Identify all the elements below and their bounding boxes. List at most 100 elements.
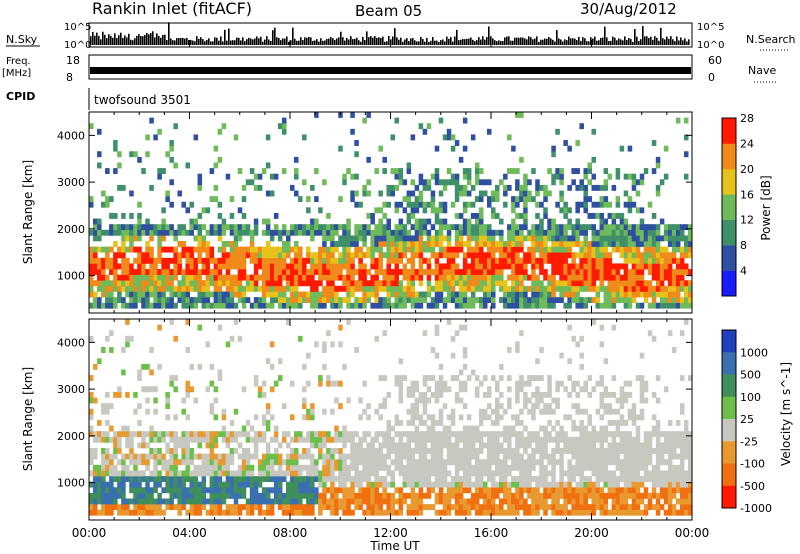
heatmap-cell [306,269,311,275]
heatmap-cell [414,291,420,298]
heatmap-cell [651,291,657,298]
heatmap-cell [213,274,219,281]
heatmap-cell [507,487,512,494]
nsky-bar [102,31,104,45]
heatmap-cell [117,436,122,443]
heatmap-cell [350,269,355,275]
heatmap-cell [197,280,203,287]
heatmap-cell [294,229,299,236]
nsky-bar [256,36,258,45]
heatmap-cell [515,291,520,298]
heatmap-cell [551,459,556,466]
heatmap-cell [571,436,576,443]
heatmap-cell [478,190,484,197]
heatmap-cell [643,476,649,482]
heatmap-cell [181,224,186,231]
heatmap-cell [137,403,142,410]
heatmap-cell [165,403,170,410]
heatmap-cell [599,263,605,270]
heatmap-cell [507,436,512,443]
heatmap-cell [394,246,400,253]
heatmap-cell [338,274,343,281]
heatmap-cell [109,297,114,304]
heatmap-cell [583,196,588,203]
heatmap-cell [382,274,387,281]
heatmap-cell [366,453,371,460]
heatmap-cell [189,481,195,488]
heatmap-cell [643,436,649,443]
heatmap-cell [631,487,637,494]
heatmap-cell [209,453,215,460]
heatmap-cell [221,257,227,264]
heatmap-cell [330,408,335,415]
heatmap-cell [583,297,588,304]
heatmap-cell [294,168,299,175]
heatmap-cell [627,408,633,415]
heatmap-cell [201,224,207,231]
heatmap-cell [173,335,178,342]
heatmap-cell [390,498,396,505]
heatmap-cell [466,442,472,449]
heatmap-cell [318,442,323,449]
heatmap-cell [105,403,110,410]
heatmap-cell [499,431,504,438]
heatmap-cell [466,263,472,270]
heatmap-cell [169,229,174,236]
heatmap-cell [434,269,440,275]
heatmap-cell [547,436,552,443]
heatmap-cell [402,252,408,259]
heatmap-cell [318,470,323,477]
heatmap-cell [611,436,617,443]
nsky-bar [634,29,636,45]
heatmap-cell [595,476,601,482]
heatmap-cell [362,380,367,387]
heatmap-cell [201,269,207,275]
heatmap-cell [406,509,412,516]
heatmap-cell [615,492,621,499]
heatmap-cell [285,235,291,242]
heatmap-cell [125,257,130,264]
heatmap-cell [121,257,126,264]
heatmap-cell [261,492,267,499]
heatmap-cell [446,492,452,499]
heatmap-cell [551,145,556,152]
heatmap-cell [466,173,472,180]
heatmap-cell [322,476,327,482]
heatmap-cell [458,380,464,387]
heatmap-cell [511,224,516,231]
heatmap-cell [486,470,492,477]
heatmap-cell [450,263,456,270]
heatmap-cell [294,302,299,309]
heatmap-cell [153,274,158,281]
heatmap-cell [338,453,343,460]
heatmap-cell [434,419,440,426]
heatmap-cell [253,487,259,494]
heatmap-cell [402,470,408,477]
heatmap-cell [478,436,484,443]
nsky-bar [190,39,192,45]
nsky-bar [214,37,216,45]
heatmap-cell [587,196,592,203]
heatmap-cell [591,509,597,516]
nsky-bar [638,40,640,45]
heatmap-cell [257,252,263,259]
heatmap-cell [306,352,311,359]
heatmap-cell [599,403,605,410]
heatmap-cell [410,190,416,197]
heatmap-cell [153,291,158,298]
heatmap-cell [523,425,528,432]
heatmap-cell [330,453,335,460]
heatmap-cell [491,280,496,287]
heatmap-cell [121,481,126,488]
heatmap-cell [221,291,227,298]
heatmap-cell [607,476,613,482]
heatmap-cell [503,453,508,460]
heatmap-cell [362,229,367,236]
heatmap-cell [318,380,323,387]
heatmap-cell [273,263,279,270]
heatmap-cell [446,453,452,460]
heatmap-cell [165,414,170,421]
heatmap-cell [298,302,303,309]
heatmap-cell [551,218,556,225]
heatmap-cell [225,224,231,231]
